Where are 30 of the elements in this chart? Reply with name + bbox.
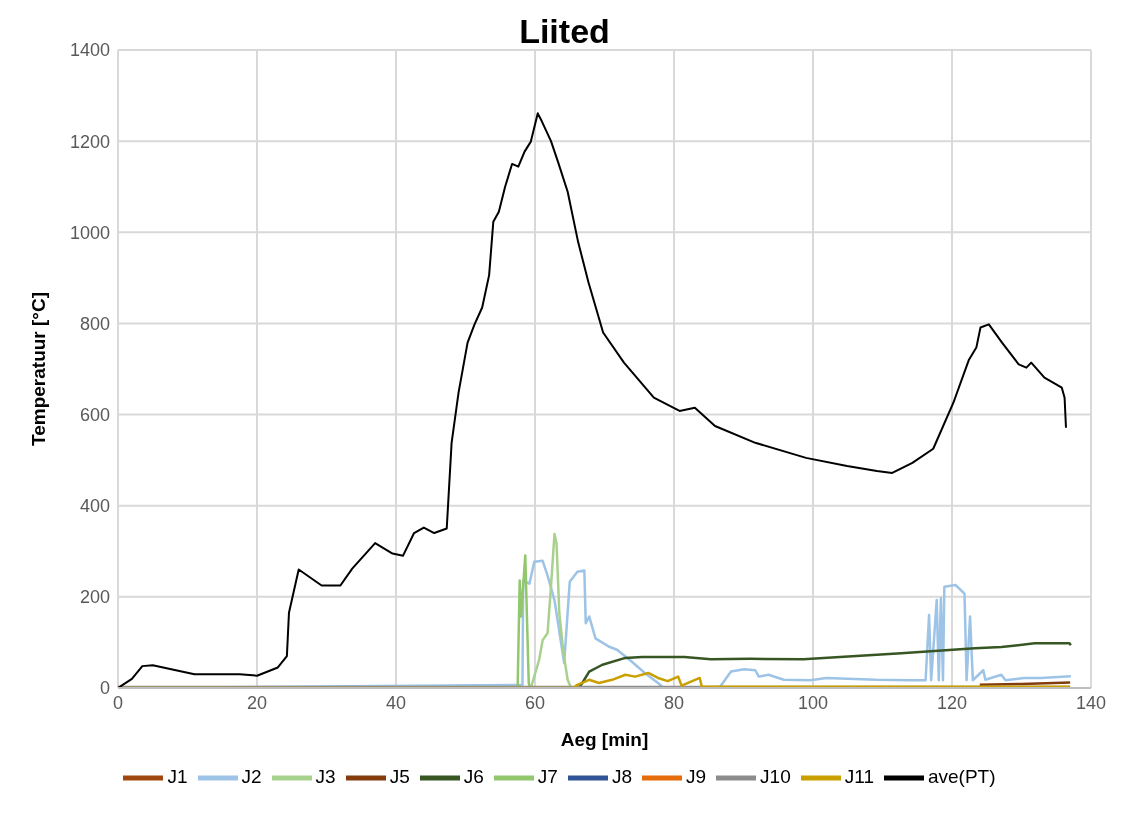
legend-label: J5 xyxy=(389,766,410,788)
legend-label: J1 xyxy=(167,766,188,788)
legend-label: J11 xyxy=(844,766,874,788)
y-tick-label: 800 xyxy=(79,313,110,334)
legend-label: ave(PT) xyxy=(927,766,996,788)
legend-label: J8 xyxy=(611,766,632,788)
x-axis-title: Aeg [min] xyxy=(560,729,649,750)
y-tick-label: 1200 xyxy=(69,131,110,152)
y-tick-label: 200 xyxy=(79,587,110,608)
y-tick-label: 600 xyxy=(79,404,110,425)
x-tick-label: 120 xyxy=(936,692,968,713)
legend-label: J7 xyxy=(537,766,558,788)
x-tick-label: 40 xyxy=(385,692,407,713)
x-tick-label: 100 xyxy=(797,692,829,713)
x-tick-label: 20 xyxy=(246,692,268,713)
legend-label: J10 xyxy=(760,766,791,788)
chart-title: Liited xyxy=(519,12,610,50)
x-tick-label: 80 xyxy=(663,692,685,713)
legend-label: J6 xyxy=(463,766,484,788)
legend-label: J2 xyxy=(241,766,262,788)
x-tick-label: 60 xyxy=(524,692,546,713)
legend-label: J3 xyxy=(315,766,336,788)
x-tick-label: 0 xyxy=(112,692,124,713)
legend-label: J9 xyxy=(686,766,707,788)
y-tick-label: 1000 xyxy=(69,222,110,243)
y-tick-label: 400 xyxy=(79,496,110,517)
x-tick-label: 140 xyxy=(1075,692,1107,713)
y-tick-label: 1400 xyxy=(69,40,110,61)
y-tick-label: 0 xyxy=(99,678,110,699)
y-axis-title: Temperatuur [°C] xyxy=(27,292,49,446)
